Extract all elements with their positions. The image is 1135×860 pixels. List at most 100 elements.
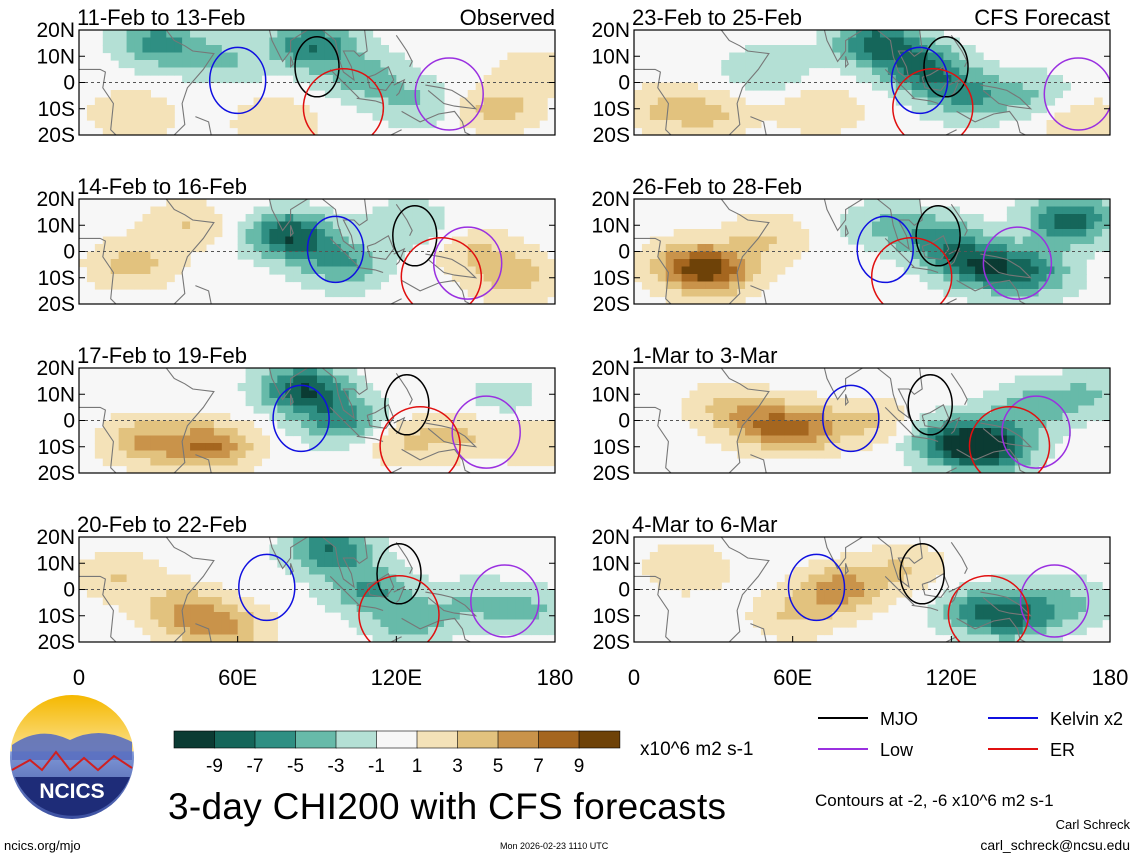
field-cell [943, 105, 952, 114]
field-cell [166, 450, 175, 459]
field-cell [991, 465, 1000, 473]
field-cell [340, 368, 350, 377]
field-cell [808, 105, 818, 114]
field-cell [539, 75, 548, 84]
field-cell [483, 229, 493, 238]
field-cell [198, 458, 207, 467]
field-cell [681, 236, 691, 245]
field-cell [998, 398, 1008, 407]
field-cell [927, 30, 937, 39]
field-cell [681, 296, 691, 304]
field-cell [380, 274, 389, 283]
field-cell [174, 589, 183, 598]
field-cell [483, 383, 493, 392]
field-cell [293, 120, 302, 129]
field-cell [903, 559, 913, 568]
field-cell [483, 82, 493, 91]
field-cell [864, 589, 873, 598]
field-cell [340, 398, 350, 407]
field-cell [94, 443, 104, 452]
field-cell [142, 229, 151, 238]
field-cell [927, 90, 937, 99]
field-cell [840, 105, 849, 114]
field-cell [340, 567, 350, 576]
field-cell [110, 30, 120, 39]
field-cell [428, 627, 437, 636]
field-cell [784, 420, 794, 429]
field-cell [1094, 199, 1103, 208]
field-cell [760, 390, 770, 399]
field-cell [531, 75, 540, 84]
field-cell [285, 251, 294, 260]
field-cell [1102, 206, 1110, 215]
field-cell [118, 567, 128, 576]
coastline [395, 34, 413, 68]
field-cell [301, 221, 310, 230]
field-cell [1054, 199, 1063, 208]
field-cell [864, 612, 873, 621]
field-cell [380, 251, 389, 260]
coastline [195, 623, 212, 642]
lat-label: 0 [618, 410, 630, 433]
site-link[interactable]: ncics.org/mjo [4, 838, 81, 853]
field-cell [174, 627, 183, 636]
field-cell [903, 435, 913, 444]
field-cell [237, 229, 247, 238]
field-cell [776, 229, 786, 238]
field-cell [499, 75, 508, 84]
field-cell [1006, 75, 1016, 84]
field-cell [713, 289, 722, 298]
field-cell [760, 45, 770, 54]
panel-title: 26-Feb to 28-Feb [632, 174, 802, 199]
field-cell [150, 574, 159, 583]
field-cell [182, 428, 191, 437]
field-cell [182, 450, 191, 459]
field-cell [412, 619, 421, 628]
field-cell [840, 229, 849, 238]
field-cell [808, 112, 818, 121]
field-cell [190, 612, 199, 621]
field-cell [142, 105, 151, 114]
field-cell [348, 375, 358, 384]
field-cell [816, 105, 825, 114]
field-cell [903, 37, 913, 46]
author-email[interactable]: carl_schreck@ncsu.edu [980, 837, 1130, 853]
field-cell [364, 105, 374, 114]
field-cell [158, 435, 167, 444]
field-cell [142, 214, 151, 223]
field-cell [1054, 274, 1063, 283]
field-cell [436, 443, 445, 452]
field-cell [309, 244, 318, 253]
field-cell [285, 274, 294, 283]
field-cell [713, 296, 722, 304]
field-cell [205, 435, 215, 444]
field-cell [198, 37, 207, 46]
field-cell [261, 120, 270, 129]
field-cell [1062, 221, 1071, 230]
field-cell [935, 97, 944, 106]
field-cell [324, 221, 334, 230]
field-cell [1046, 289, 1056, 298]
field-cell [983, 296, 992, 304]
field-cell [721, 281, 730, 290]
field-cell [372, 52, 382, 61]
field-cell [293, 105, 302, 114]
field-cell [1006, 97, 1016, 106]
field-cell [1054, 597, 1063, 606]
field-cell [745, 428, 754, 437]
field-cell [1006, 589, 1016, 598]
field-cell [372, 390, 382, 399]
field-cell [1006, 619, 1016, 628]
field-cell [364, 604, 374, 613]
field-cell [372, 552, 382, 561]
field-cell [459, 619, 469, 628]
coastline [720, 368, 770, 473]
field-cell [800, 634, 810, 642]
field-cell [459, 443, 469, 452]
field-cell [1038, 221, 1048, 230]
field-cell [641, 112, 651, 121]
coastline [943, 636, 957, 642]
field-cell [776, 259, 786, 268]
field-cell [523, 120, 532, 129]
field-cell [364, 537, 374, 546]
